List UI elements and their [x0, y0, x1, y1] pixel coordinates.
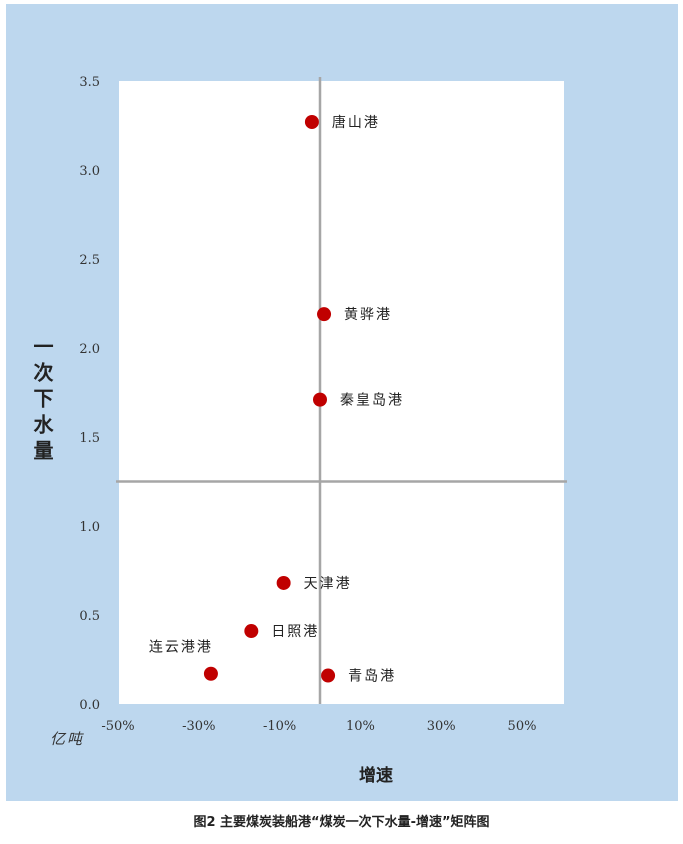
y-tick-label: 2.5	[79, 253, 100, 268]
x-tick-label: 50%	[508, 719, 537, 734]
point-label: 秦皇岛港	[340, 393, 404, 409]
y-tick-label: 1.5	[79, 431, 100, 446]
point-label: 连云港港	[149, 640, 213, 656]
x-tick-label: 10%	[346, 719, 375, 734]
y-tick-label: 0.0	[79, 698, 100, 713]
scatter-chart: 0.0 0.5 1.0 1.5 2.0 2.5 3.0 3.5 -50% -30% -10% 10%…	[79, 75, 567, 734]
data-point	[304, 114, 319, 129]
x-axis-label: 增速	[359, 766, 393, 786]
data-point	[276, 575, 291, 590]
y-tick-label: 3.0	[79, 164, 100, 179]
y-tick-label: 0.5	[79, 609, 100, 624]
x-tick-label: -30%	[182, 719, 215, 734]
y-tick-label: 3.5	[79, 75, 100, 90]
data-point	[317, 307, 332, 322]
point-label: 唐山港	[332, 114, 380, 131]
y-axis-label: 一次下水量	[30, 336, 54, 466]
data-point	[244, 624, 259, 639]
data-point	[313, 392, 327, 407]
x-tick-label: -50%	[101, 719, 134, 734]
x-tick-label: 30%	[427, 719, 456, 734]
point-label: 天津港	[304, 576, 352, 592]
plot-area	[119, 81, 564, 704]
y-tick-label: 1.0	[79, 520, 100, 535]
figure-caption: 图2 主要煤炭装船港“煤炭一次下水量-增速”矩阵图	[193, 815, 490, 830]
x-tick-label: -10%	[263, 719, 296, 734]
data-point	[203, 666, 218, 681]
y-axis-unit: 亿吨	[50, 730, 85, 748]
y-tick-label: 2.0	[79, 342, 100, 357]
data-point	[321, 668, 336, 683]
chart-panel: 0.0 0.5 1.0 1.5 2.0 2.5 3.0 3.5 -50% -30% -10% 10%…	[6, 4, 678, 801]
point-label: 日照港	[271, 624, 319, 640]
point-label: 青岛港	[348, 669, 396, 685]
point-label: 黄骅港	[344, 306, 392, 323]
